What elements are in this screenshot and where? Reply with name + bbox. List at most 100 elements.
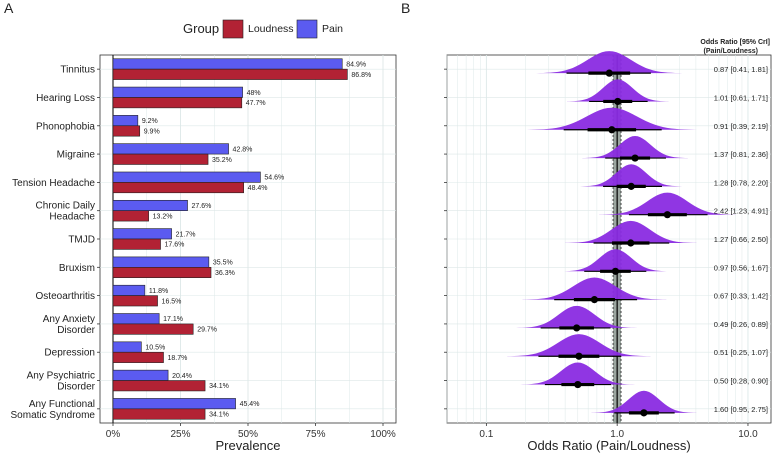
bar-pain xyxy=(112,115,139,127)
bar-loudness xyxy=(112,238,161,250)
bar-pain xyxy=(112,199,188,211)
panel-a-category-labels: Tinnitus Hearing Loss Phonophobia Migraine T… xyxy=(11,65,100,421)
bar-pain-value-label: 11.8% xyxy=(149,288,168,295)
bar-pain xyxy=(112,171,261,183)
odds-ratio-label: 2.42 [1.23, 4.91] xyxy=(714,207,768,216)
legend-label-loudness: Loudness xyxy=(248,23,294,35)
bar-pain-value-label: 20.4% xyxy=(172,373,192,380)
bar-loudness-value-label: 9.9% xyxy=(144,128,160,135)
posterior-density xyxy=(580,164,683,187)
bar-loudness xyxy=(112,68,348,80)
legend-swatch-loudness xyxy=(222,19,244,39)
category-label: Chronic Daily xyxy=(36,201,95,212)
category-label: Headache xyxy=(49,212,95,223)
panel-a-label: A xyxy=(4,0,14,16)
x-tick-label: 25% xyxy=(170,429,190,440)
legend-title: Group xyxy=(183,21,219,36)
bar-pain xyxy=(112,284,146,296)
category-label: Tension Headache xyxy=(12,178,95,189)
bar-loudness xyxy=(112,210,149,222)
odds-ratio-label: 0.50 [0.28, 0.90] xyxy=(714,377,768,386)
panel-a-x-ticks: 0% 25% 50% 75% 100% xyxy=(106,423,396,440)
category-label: Any Anxiety xyxy=(43,314,95,325)
point-estimate xyxy=(573,324,581,332)
category-label: Disorder xyxy=(57,382,95,393)
bar-pain-value-label: 54.6% xyxy=(264,175,284,182)
x-tick-label: 10.0 xyxy=(738,429,758,440)
point-estimate xyxy=(575,352,583,360)
point-estimate xyxy=(627,239,635,247)
bar-pain xyxy=(112,369,169,381)
posterior-density xyxy=(536,51,683,74)
posterior-density xyxy=(526,107,697,130)
legend: Group Loudness Pain xyxy=(183,19,343,39)
bar-loudness-value-label: 35.2% xyxy=(212,157,232,164)
bar-loudness-value-label: 16.5% xyxy=(162,298,182,305)
point-estimate xyxy=(627,182,635,190)
x-tick-label: 1.0 xyxy=(610,429,624,440)
bar-loudness xyxy=(112,182,244,194)
odds-ratio-label: 1.27 [0.66, 2.50] xyxy=(714,235,768,244)
panel-b-or-labels: 0.87 [0.41, 1.81] 1.01 [0.61, 1.71] 0.91 [… xyxy=(714,65,768,414)
category-label: Any Functional xyxy=(29,399,95,410)
panel-b-estimates xyxy=(444,51,736,417)
bar-pain-value-label: 21.7% xyxy=(176,231,196,238)
bar-loudness-value-label: 13.2% xyxy=(153,213,173,220)
bar-pain xyxy=(112,398,236,410)
odds-ratio-label: 0.51 [0.25, 1.07] xyxy=(714,348,768,357)
x-tick-label: 0.1 xyxy=(479,429,493,440)
posterior-density xyxy=(599,192,736,215)
bar-pain-value-label: 17.1% xyxy=(163,316,183,323)
bar-loudness xyxy=(112,295,158,307)
point-estimate xyxy=(605,69,613,77)
bar-loudness xyxy=(112,97,243,109)
point-estimate xyxy=(614,97,622,106)
category-label: TMJD xyxy=(68,235,95,246)
category-label: Osteoarthritis xyxy=(36,291,95,302)
panel-b-label: B xyxy=(401,0,410,16)
x-tick-label: 50% xyxy=(238,429,258,440)
category-label: Depression xyxy=(44,348,95,359)
bar-loudness-value-label: 18.7% xyxy=(167,355,187,362)
odds-ratio-label: 0.67 [0.33, 1.42] xyxy=(714,292,768,301)
category-label: Tinnitus xyxy=(60,65,95,76)
bar-loudness xyxy=(112,153,209,165)
panel-b-x-axis-title: Odds Ratio (Pain/Loudness) xyxy=(527,438,690,453)
x-tick-label: 75% xyxy=(305,429,325,440)
category-label: Any Psychiatric xyxy=(27,371,95,382)
posterior-density xyxy=(507,334,651,357)
odds-ratio-label: 1.01 [0.61, 1.71] xyxy=(714,93,768,102)
point-estimate xyxy=(631,154,639,162)
legend-label-pain: Pain xyxy=(322,23,343,35)
bar-pain xyxy=(112,256,210,268)
bar-pain-value-label: 35.5% xyxy=(213,260,233,267)
bar-loudness xyxy=(112,323,194,335)
point-estimate xyxy=(574,380,582,389)
posterior-density xyxy=(566,79,669,102)
odds-ratio-header-line1: Odds Ratio [95% CrI] xyxy=(700,39,770,46)
posterior-density xyxy=(516,305,638,328)
posterior-density xyxy=(591,390,697,413)
bar-pain xyxy=(112,313,160,325)
point-estimate xyxy=(611,267,620,275)
bar-loudness xyxy=(112,351,164,363)
bar-loudness xyxy=(112,408,206,420)
category-label: Disorder xyxy=(57,325,95,336)
posterior-density xyxy=(582,136,688,159)
odds-ratio-label: 0.87 [0.41, 1.81] xyxy=(714,65,768,74)
point-estimate xyxy=(640,409,648,417)
category-label: Phonophobia xyxy=(36,121,95,132)
bar-loudness-value-label: 34.1% xyxy=(209,412,229,419)
bar-pain xyxy=(112,86,243,98)
category-label: Bruxism xyxy=(59,263,95,274)
posterior-density xyxy=(561,249,670,272)
panel-b-x-ticks: 0.1 1.0 10.0 xyxy=(479,423,758,440)
bar-loudness-value-label: 17.6% xyxy=(165,242,185,249)
bar-loudness-value-label: 29.7% xyxy=(197,327,217,334)
bar-pain xyxy=(112,228,172,240)
bar-pain-value-label: 27.6% xyxy=(192,203,212,210)
bar-loudness-value-label: 36.3% xyxy=(215,270,235,277)
point-estimate xyxy=(590,296,599,304)
panel-a-x-axis-title: Prevalence xyxy=(215,438,280,453)
